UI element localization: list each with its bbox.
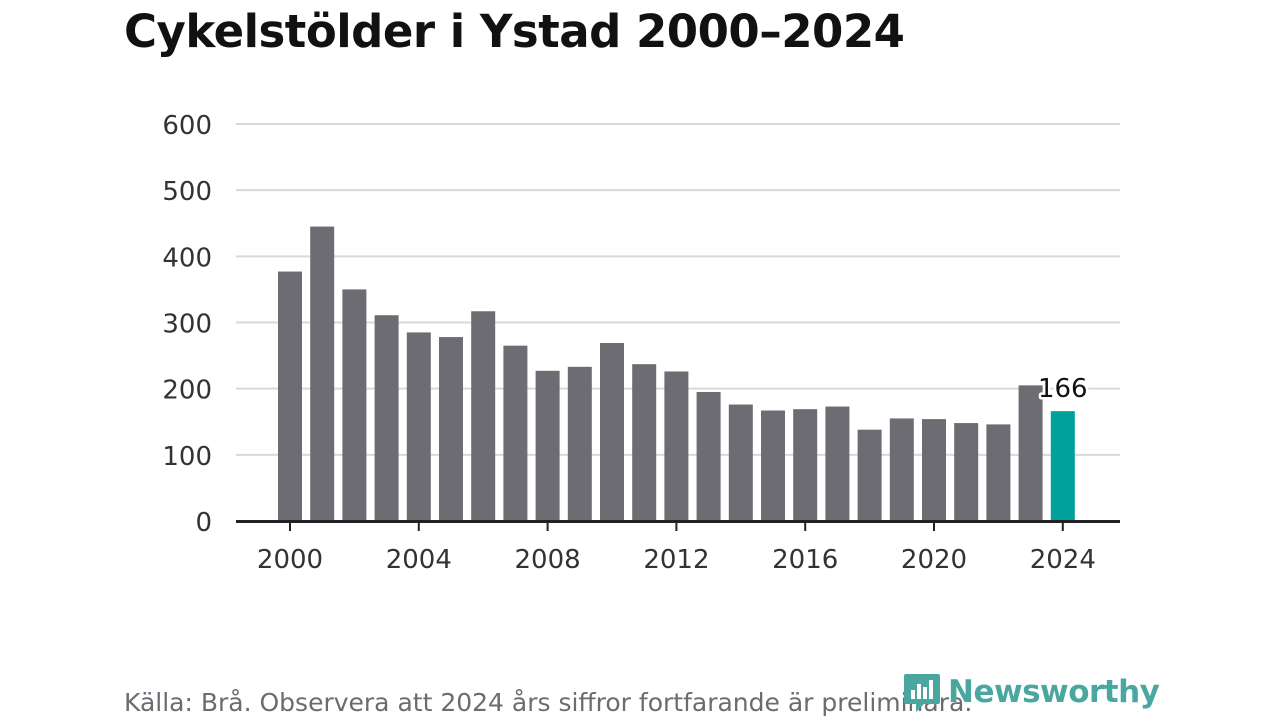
bar-2015 — [761, 410, 785, 521]
bar-2000 — [278, 271, 302, 521]
y-tick-label: 300 — [162, 310, 212, 340]
y-tick-label: 500 — [162, 177, 212, 207]
data-labels: 166 — [1035, 372, 1090, 407]
y-tick-label: 100 — [162, 442, 212, 472]
bar-2021 — [954, 423, 979, 521]
bars — [278, 226, 1075, 521]
bar-2008 — [535, 370, 560, 521]
bar-2004 — [406, 332, 431, 521]
x-tick-label: 2024 — [1030, 545, 1096, 575]
brand-name: Newsworthy — [948, 674, 1160, 710]
bar-2007 — [503, 345, 528, 521]
bar-2001 — [310, 226, 335, 521]
bar-2003 — [374, 315, 399, 521]
x-tick-label: 2012 — [643, 545, 709, 575]
bar-2023 — [1018, 385, 1043, 521]
source-note: Källa: Brå. Observera att 2024 års siffr… — [124, 688, 973, 717]
x-tick-label: 2016 — [772, 545, 838, 575]
bar-2005 — [439, 337, 463, 521]
y-tick-label: 200 — [162, 376, 212, 406]
bar-2018 — [857, 429, 882, 521]
chart-title: Cykelstölder i Ystad 2000–2024 — [124, 5, 905, 58]
bar-2024 — [1050, 411, 1075, 521]
x-axis-labels: 2000 2004 2008 2012 2016 2020 2024 — [257, 545, 1096, 575]
bar-2011 — [632, 364, 657, 521]
y-axis-labels: 0 100 200 300 400 500 600 — [162, 111, 212, 538]
y-tick-label: 600 — [162, 111, 212, 141]
data-label-2024: 166 — [1038, 374, 1088, 404]
x-tick-label: 2020 — [901, 545, 967, 575]
bar-2020 — [922, 419, 946, 521]
bar-2019 — [889, 418, 914, 521]
x-axis — [236, 520, 1120, 531]
bar-2022 — [986, 424, 1011, 521]
x-tick-label: 2008 — [515, 545, 581, 575]
y-tick-label: 0 — [195, 508, 212, 538]
bar-2017 — [825, 406, 850, 521]
bar-2009 — [567, 366, 592, 521]
y-tick-label: 400 — [162, 243, 212, 273]
bar-2013 — [696, 391, 721, 521]
x-tick-label: 2000 — [257, 545, 323, 575]
bar-2016 — [793, 409, 818, 521]
bar-2010 — [600, 343, 624, 521]
bar-2014 — [728, 404, 753, 521]
bar-2002 — [342, 289, 367, 521]
newsworthy-logo-icon — [904, 674, 940, 712]
x-tick-label: 2004 — [386, 545, 452, 575]
brand-logo[interactable]: Newsworthy — [902, 672, 1160, 712]
bar-2006 — [471, 311, 496, 521]
bar-2012 — [664, 371, 689, 521]
